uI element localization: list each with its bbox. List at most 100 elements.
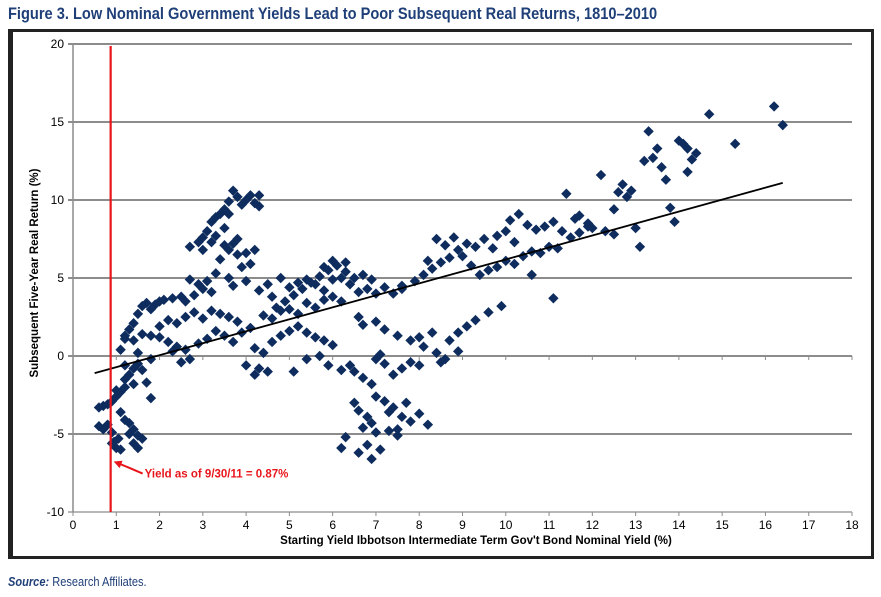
- data-point: [452, 346, 464, 357]
- data-point: [552, 243, 563, 254]
- data-point: [258, 347, 269, 359]
- data-point: [634, 241, 646, 252]
- source-note: Source: Research Affiliates.: [8, 574, 147, 589]
- data-point: [608, 229, 620, 240]
- data-point: [777, 119, 788, 131]
- y-tick-label: 20: [51, 37, 65, 51]
- data-point: [223, 244, 234, 256]
- data-point: [357, 372, 369, 384]
- data-point: [206, 305, 217, 316]
- data-point: [327, 274, 338, 285]
- data-point: [517, 250, 529, 262]
- data-point: [145, 330, 157, 341]
- data-point: [639, 155, 650, 167]
- y-tick-label: 10: [51, 193, 65, 207]
- data-point: [362, 411, 373, 423]
- data-point: [336, 272, 347, 284]
- data-point: [262, 366, 273, 377]
- x-tick-label: 12: [586, 518, 600, 532]
- data-point: [184, 241, 196, 252]
- data-point: [526, 269, 537, 281]
- data-point: [132, 308, 144, 320]
- data-point: [483, 307, 494, 318]
- y-tick-label: 15: [51, 115, 65, 129]
- data-point: [323, 360, 334, 371]
- trendline: [94, 181, 783, 375]
- x-tick-label: 0: [70, 518, 77, 532]
- data-point: [496, 300, 507, 312]
- data-point: [227, 185, 239, 196]
- data-point: [703, 109, 715, 120]
- data-point: [240, 360, 252, 371]
- y-tick-label: -10: [47, 505, 65, 519]
- data-point: [137, 433, 148, 444]
- data-point: [691, 148, 702, 159]
- x-tick-label: 4: [243, 518, 250, 532]
- data-point: [353, 286, 364, 298]
- x-tick-label: 15: [715, 518, 729, 532]
- x-tick-label: 14: [672, 518, 686, 532]
- data-point: [414, 360, 425, 371]
- figure-title: Figure 3. Low Nominal Government Yields …: [8, 4, 658, 23]
- x-tick-label: 3: [199, 518, 206, 532]
- data-point: [470, 241, 481, 252]
- data-point: [275, 272, 286, 284]
- data-point: [240, 247, 252, 259]
- data-point: [504, 215, 516, 226]
- data-point: [201, 275, 213, 287]
- data-point: [227, 280, 239, 291]
- data-point: [509, 258, 520, 270]
- data-point: [284, 325, 295, 337]
- data-point: [561, 188, 572, 199]
- data-point: [530, 224, 542, 235]
- data-point: [569, 213, 581, 224]
- data-point: [431, 347, 442, 359]
- data-point: [249, 343, 260, 354]
- x-tick-label: 6: [329, 518, 336, 532]
- data-point: [682, 143, 693, 154]
- data-point: [366, 378, 377, 390]
- data-point: [288, 289, 299, 301]
- data-point: [310, 302, 321, 313]
- data-point: [327, 339, 338, 351]
- x-tick-label: 10: [499, 518, 513, 532]
- annotation-arrow-head: [113, 460, 123, 469]
- data-point: [253, 363, 265, 374]
- x-tick-label: 2: [156, 518, 163, 532]
- source-text: Research Affiliates.: [49, 574, 147, 589]
- x-tick-label: 16: [759, 518, 773, 532]
- data-point: [292, 277, 304, 288]
- data-point: [353, 447, 364, 458]
- data-point: [106, 438, 118, 449]
- data-point: [106, 427, 118, 438]
- data-point: [115, 344, 126, 355]
- data-point: [643, 126, 654, 137]
- data-point: [232, 316, 243, 327]
- data-point: [682, 166, 693, 178]
- data-point: [336, 364, 347, 376]
- data-point: [414, 408, 425, 419]
- data-point: [768, 101, 780, 112]
- x-tick-label: 8: [416, 518, 423, 532]
- data-point: [548, 216, 559, 228]
- data-point: [301, 274, 312, 285]
- data-point: [673, 135, 685, 146]
- data-point: [115, 406, 126, 418]
- data-point: [154, 332, 165, 343]
- data-point: [379, 324, 390, 335]
- data-point: [435, 357, 447, 368]
- data-point: [310, 332, 321, 343]
- data-point: [656, 162, 667, 173]
- data-point: [124, 369, 135, 380]
- data-point: [163, 336, 174, 348]
- data-point: [301, 353, 312, 365]
- data-point: [336, 442, 347, 454]
- data-point: [457, 250, 468, 262]
- data-point: [284, 282, 295, 293]
- data-point: [487, 243, 498, 254]
- data-point: [184, 274, 196, 285]
- data-point: [669, 216, 680, 228]
- x-tick-label: 9: [459, 518, 466, 532]
- data-point: [314, 271, 325, 282]
- data-point: [478, 233, 490, 245]
